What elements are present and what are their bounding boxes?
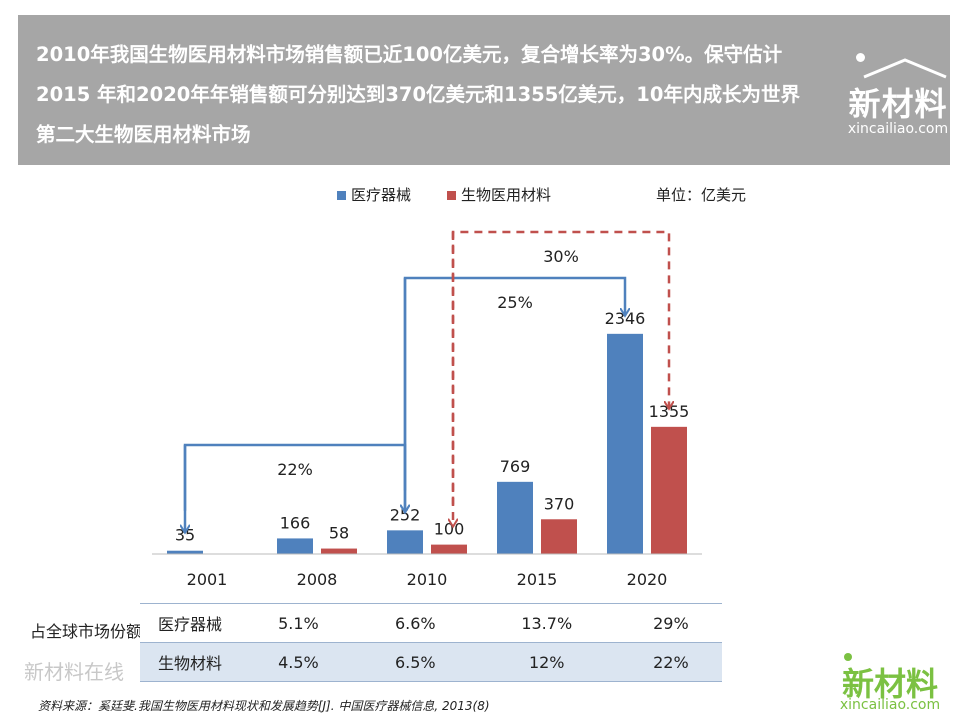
table-cell: 5.1% [240, 603, 357, 643]
data-label-2008-2: 58 [329, 524, 349, 543]
legend-swatch-2 [447, 191, 456, 200]
legend-label-1: 医疗器械 [351, 186, 412, 204]
legend-label-2: 生物医用材料 [461, 186, 552, 204]
growth-rate-label: 30% [543, 247, 579, 266]
legend-item-2: 生物医用材料 [447, 184, 551, 205]
growth-rate-label: 25% [497, 293, 533, 312]
bar-2020-1 [607, 333, 643, 554]
bar-2010-1 [387, 530, 423, 554]
table-cell: 29% [619, 603, 722, 643]
bar-2015-2 [541, 519, 577, 554]
bar-2010-2 [431, 544, 467, 554]
x-tick-label: 2008 [297, 570, 338, 589]
x-tick-label: 2015 [517, 570, 558, 589]
table-row: 医疗器械 5.1% 6.6% 13.7% 29% [140, 603, 722, 643]
data-label-2010-2: 100 [434, 520, 465, 539]
market-share-table: 医疗器械 5.1% 6.6% 13.7% 29% 生物材料 4.5% 6.5% … [140, 603, 722, 682]
growth-arrow-3 [451, 230, 669, 505]
data-label-2020-2: 1355 [649, 402, 690, 421]
data-label-2010-1: 252 [390, 505, 421, 524]
brand-logo: 新材料 xincailiao.com [838, 45, 958, 145]
x-tick-label: 2001 [187, 570, 228, 589]
logo-dot-icon [856, 53, 865, 62]
table-cell: 4.5% [240, 642, 357, 682]
table-cell: 12% [473, 642, 620, 682]
bar-2008-1 [277, 538, 313, 554]
bar-2020-2 [651, 426, 687, 554]
footer-logo-dot-icon [844, 653, 852, 661]
data-label-2001-1: 35 [175, 526, 195, 545]
data-label-2008-1: 166 [280, 513, 311, 532]
x-tick-label: 2010 [407, 570, 448, 589]
bar-2015-1 [497, 481, 533, 554]
table-row-header: 占全球市场份额 [29, 622, 142, 641]
table-cell-label: 医疗器械 [140, 603, 240, 643]
source-note: 资料来源：奚廷斐.我国生物医用材料现状和发展趋势[J]. 中国医疗器械信息, 2… [38, 699, 490, 713]
header-banner: 2010年我国生物医用材料市场销售额已近100亿美元，复合增长率为30%。保守估… [18, 15, 950, 165]
bar-2008-2 [321, 548, 357, 554]
legend-swatch-1 [337, 191, 346, 200]
bar-2001-1 [167, 550, 203, 554]
logo-url: xincailiao.com [847, 121, 949, 137]
table-cell: 13.7% [473, 603, 620, 643]
legend-item-1: 医疗器械 [337, 184, 411, 205]
data-label-2015-2: 370 [544, 494, 575, 513]
data-label-2020-1: 2346 [605, 309, 646, 328]
data-label-2015-1: 769 [500, 457, 531, 476]
logo-text: 新材料 [848, 85, 948, 123]
unit-label: 单位：亿美元 [656, 186, 747, 204]
growth-rate-label: 22% [277, 460, 313, 479]
watermark-text: 新材料在线 [24, 660, 124, 684]
header-text: 2010年我国生物医用材料市场销售额已近100亿美元，复合增长率为30%。保守估… [36, 43, 800, 146]
footer-logo-url: xincailiao.com [839, 697, 941, 713]
table-cell: 22% [619, 642, 722, 682]
table-cell-label: 生物材料 [140, 642, 240, 682]
footer-logo: 新材料 xincailiao.com [830, 645, 950, 720]
table-row: 生物材料 4.5% 6.5% 12% 22% [140, 642, 722, 682]
logo-roof-icon [863, 58, 947, 79]
table-cell: 6.5% [356, 642, 474, 682]
table-cell: 6.6% [356, 603, 474, 643]
footer-logo-text: 新材料 [841, 665, 938, 703]
x-tick-label: 2020 [627, 570, 668, 589]
